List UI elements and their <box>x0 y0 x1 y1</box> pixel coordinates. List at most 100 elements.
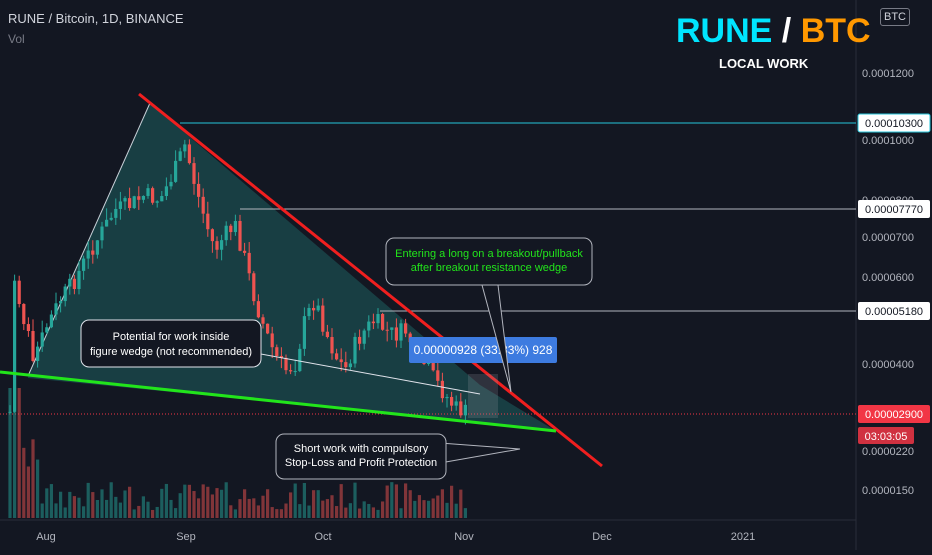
candle-body <box>8 411 12 413</box>
candle-body <box>68 278 72 287</box>
candle-body <box>436 370 440 381</box>
volume-bar <box>293 483 297 518</box>
volume-bar <box>174 508 178 518</box>
volume-bar <box>371 507 375 518</box>
candle-body <box>233 221 237 233</box>
volume-bar <box>8 388 12 518</box>
candle-body <box>381 314 385 330</box>
price-tag-103-text: 0.00010300 <box>865 118 923 130</box>
volume-bar <box>413 500 417 518</box>
volume-bar <box>316 490 320 518</box>
candle-body <box>367 321 371 331</box>
volume-bar <box>100 489 104 518</box>
volume-bar <box>183 484 187 518</box>
candle-body <box>371 321 375 324</box>
candle-body <box>17 280 21 305</box>
volume-bar <box>123 490 127 518</box>
candle-body <box>36 346 40 361</box>
volume-bar <box>201 484 205 518</box>
candle-body <box>459 401 463 416</box>
candle-body <box>266 323 270 334</box>
candle-body <box>155 201 159 203</box>
resistance-line[interactable] <box>138 92 603 468</box>
candle-body <box>252 273 256 302</box>
volume-bar <box>13 388 17 518</box>
y-tick-700: 0.0000700 <box>862 232 914 244</box>
callout-breakout[interactable]: Entering a long on a breakout/pullback a… <box>385 237 593 393</box>
volume-bar <box>22 447 26 518</box>
candle-body <box>344 362 348 368</box>
volume-bar <box>289 492 293 518</box>
callout-inside-line1: Potential for work inside <box>113 331 230 343</box>
callout-breakout-line2: after breakout resistance wedge <box>411 262 568 274</box>
volume-bar <box>82 506 86 518</box>
volume-bar <box>72 496 76 518</box>
volume-bar <box>321 500 325 518</box>
current-price-tag: 0.00002900 03:03:05 <box>858 405 930 444</box>
currency-tag[interactable]: BTC <box>880 8 910 26</box>
candle-body <box>210 229 214 242</box>
candle-body <box>109 217 113 220</box>
candle-body <box>91 250 95 255</box>
volume-bar <box>77 497 81 518</box>
volume-bar <box>215 488 219 518</box>
candle-body <box>358 336 362 344</box>
grid <box>0 0 857 550</box>
pair-logo: RUNE / BTC <box>676 12 871 51</box>
candle-body <box>45 327 49 333</box>
candle-body <box>339 359 343 363</box>
candle-body <box>206 213 210 230</box>
volume-bar <box>404 483 408 518</box>
volume-bar <box>146 501 150 518</box>
candle-body <box>440 380 444 399</box>
volume-bar <box>376 509 380 518</box>
support-line[interactable] <box>0 370 557 433</box>
volume-bar <box>422 500 426 518</box>
volume-label[interactable]: Vol <box>8 32 25 46</box>
volume-bar <box>86 482 90 518</box>
volume-bar <box>417 495 421 518</box>
candle-body <box>256 301 260 318</box>
volume-bar <box>358 508 362 518</box>
volume-bar <box>141 496 145 518</box>
volume-bar <box>95 499 99 518</box>
volume-bar <box>45 488 49 518</box>
candle-body <box>187 144 191 164</box>
volume-bar <box>353 482 357 518</box>
volume-bar <box>68 491 72 518</box>
callout-short[interactable]: Short work with compulsory Stop-Loss and… <box>275 433 521 480</box>
volume-bar <box>270 507 274 518</box>
volume-bar <box>427 500 431 518</box>
measure-box <box>468 374 498 418</box>
candle-body <box>302 316 306 349</box>
candle-body <box>183 144 187 152</box>
y-tick-1000: 0.0001000 <box>862 135 914 147</box>
callout-short-line1: Short work with compulsory <box>294 443 429 455</box>
current-price-text: 0.00002900 <box>865 409 923 421</box>
candle-body <box>270 333 274 348</box>
candle-body <box>220 240 224 250</box>
candle-body <box>137 196 141 200</box>
volume-bar <box>155 506 159 518</box>
volume-bar <box>243 489 247 518</box>
candle-body <box>114 208 118 218</box>
volume-bar <box>390 482 394 518</box>
candle-body <box>404 323 408 334</box>
volume-bar <box>220 489 224 518</box>
candle-body <box>238 221 242 251</box>
candle-body <box>289 370 293 372</box>
candles <box>8 139 467 425</box>
candle-body <box>325 331 329 338</box>
candle-body <box>353 336 357 364</box>
callout-inside-wedge[interactable]: Potential for work inside figure wedge (… <box>80 319 481 395</box>
candle-body <box>86 250 90 259</box>
volume-bar <box>206 486 210 518</box>
volume-bar <box>330 495 334 518</box>
candle-body <box>128 198 132 209</box>
volume-bar <box>151 509 155 518</box>
y-tick-1200: 0.0001200 <box>862 68 914 80</box>
candle-body <box>26 324 30 331</box>
symbol-header[interactable]: RUNE / Bitcoin, 1D, BINANCE <box>8 11 184 26</box>
